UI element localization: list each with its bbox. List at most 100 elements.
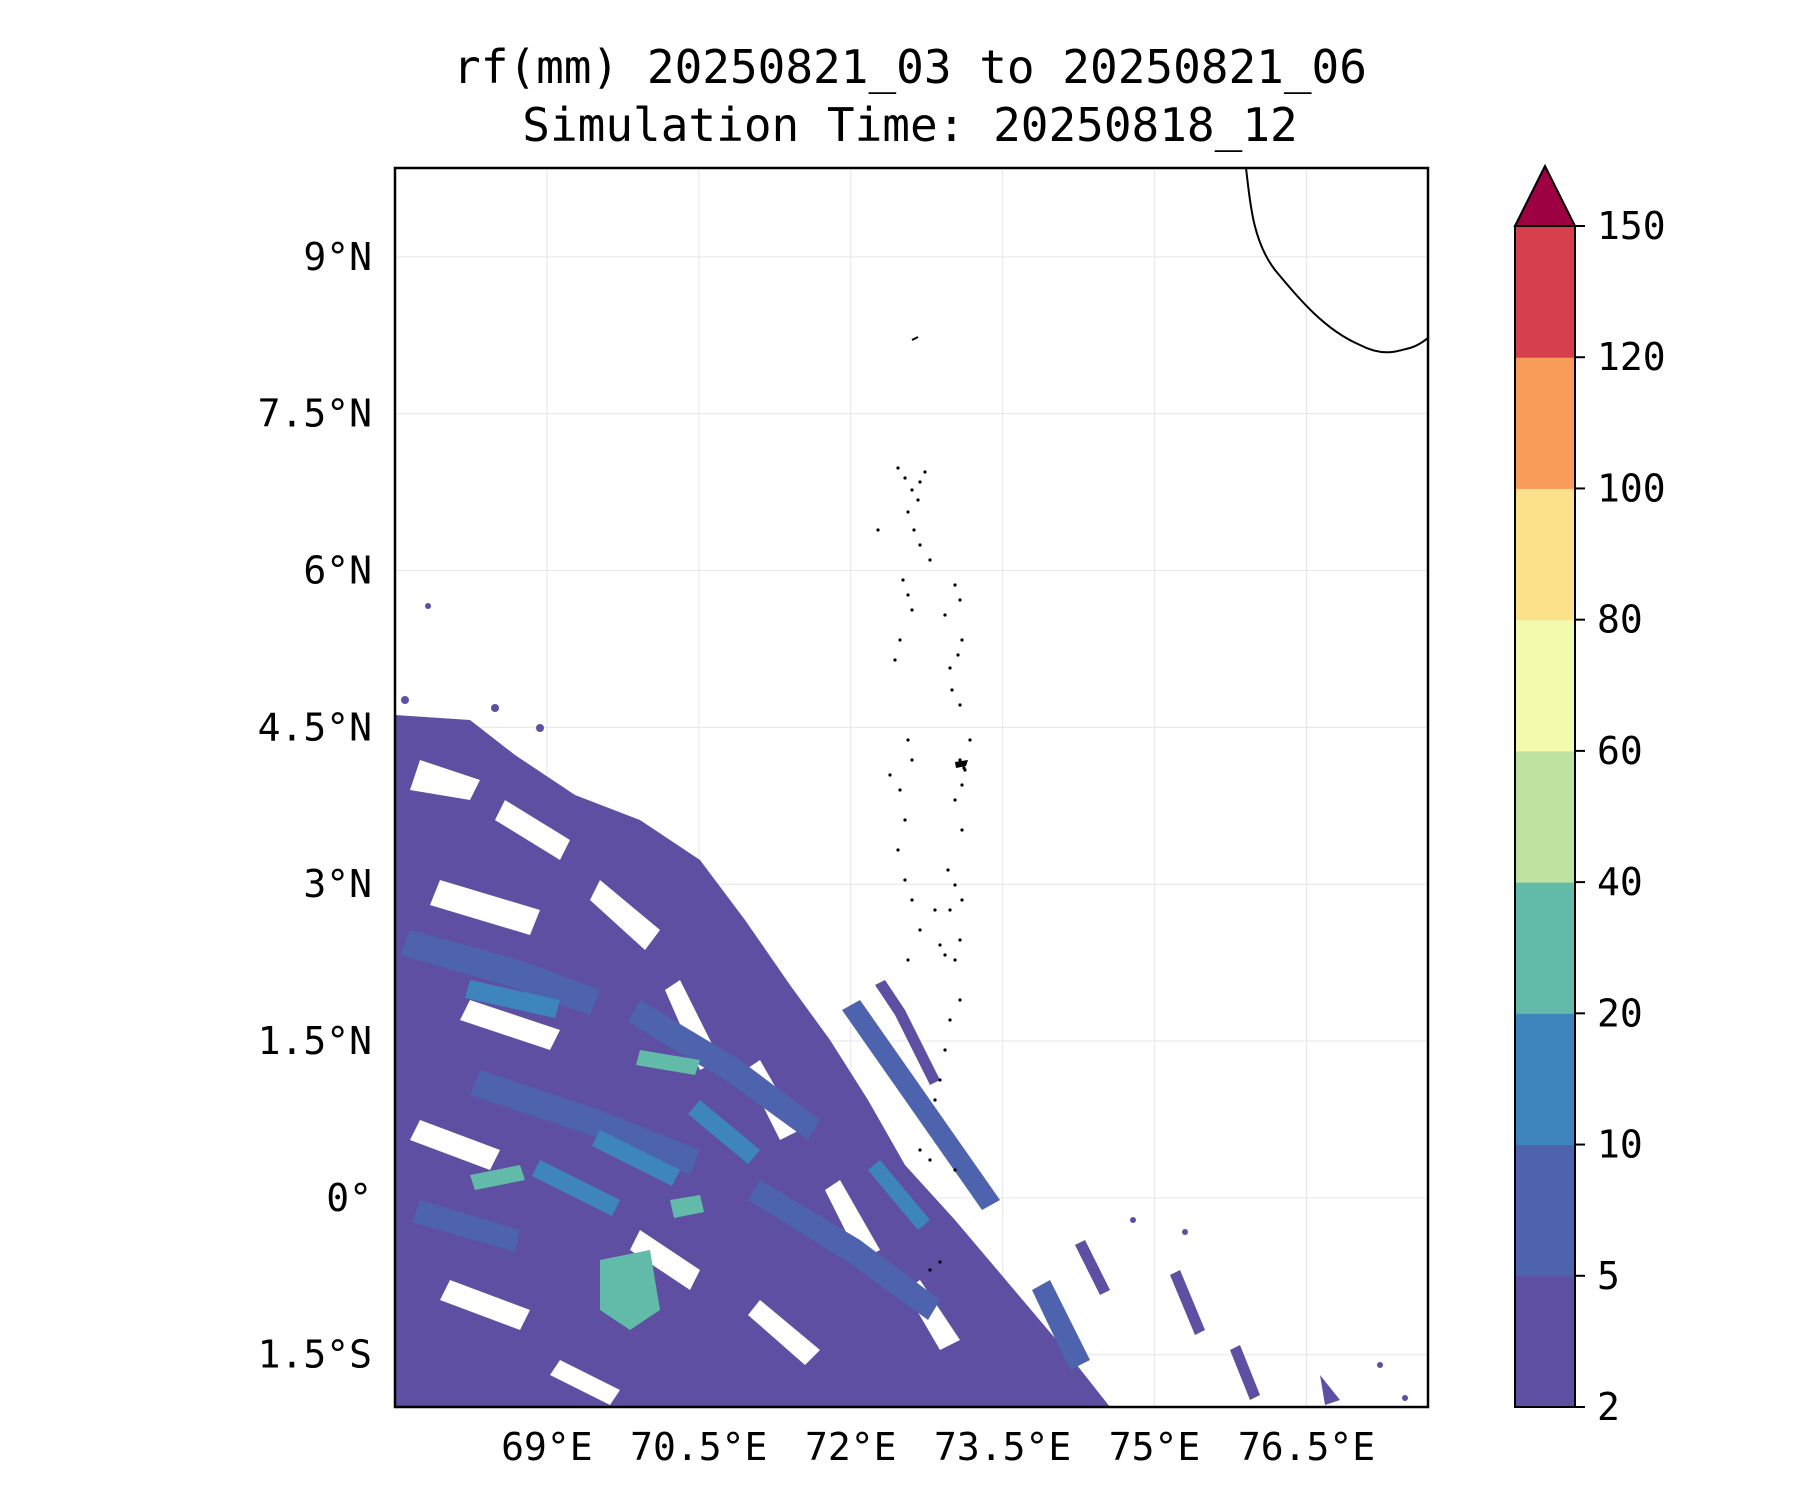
island-shape [955, 760, 968, 768]
island-dot [958, 598, 962, 602]
island-dot [958, 938, 962, 942]
coastline [911, 167, 1429, 354]
island-dot [898, 638, 902, 642]
island-dot [903, 878, 907, 882]
island-dot [888, 773, 892, 777]
colorbar-tick-label: 2 [1597, 1385, 1620, 1429]
colorbar-tick-label: 100 [1597, 466, 1666, 510]
colorbar-segment [1515, 619, 1575, 752]
colorbar-tick-label: 120 [1597, 335, 1666, 379]
island-dot [906, 738, 910, 742]
island-dot [938, 1260, 942, 1264]
island-dot [950, 688, 954, 692]
island-dot [933, 1098, 937, 1102]
colorbar-tick-label: 60 [1597, 729, 1643, 773]
island-dot [903, 476, 907, 480]
island-dot [903, 818, 907, 822]
island-dot [918, 928, 922, 932]
island-dot [906, 958, 910, 962]
island-dot [910, 608, 914, 612]
colorbar-segment [1515, 750, 1575, 883]
island-dot [956, 653, 960, 657]
island-dot [953, 883, 957, 887]
rain-contour-2-5 [395, 715, 1110, 1407]
island-dot [938, 943, 942, 947]
lon-tick-label: 72°E [805, 1425, 897, 1469]
island-dot [946, 868, 950, 872]
island-dot [943, 613, 947, 617]
colorbar-segment [1515, 357, 1575, 489]
island-dot [928, 558, 932, 562]
latitude-ticks: 9°N 7.5°N 6°N 4.5°N 3°N 1.5°N 0° 1.5°S [258, 235, 372, 1377]
lon-tick-label: 76.5°E [1238, 1425, 1375, 1469]
lat-tick-label: 7.5°N [258, 392, 372, 436]
colorbar-segment [1515, 1144, 1575, 1277]
lon-tick-label: 69°E [501, 1425, 593, 1469]
island-dot [928, 1158, 932, 1162]
island-dot [943, 953, 947, 957]
island-dot [953, 1168, 957, 1172]
island-dot [918, 543, 922, 547]
colorbar-segment [1515, 882, 1575, 1014]
lat-tick-label: 4.5°N [258, 705, 372, 749]
island-dot [960, 898, 964, 902]
rainfall-field [395, 603, 1408, 1407]
colorbar: 2 5 10 20 40 60 80 100 120 150 [1513, 163, 1666, 1429]
island-dot [948, 1018, 952, 1022]
island-dot [958, 703, 962, 707]
lat-tick-label: 6°N [303, 549, 372, 593]
lon-tick-label: 70.5°E [630, 1425, 767, 1469]
island-dot [901, 578, 905, 582]
lat-tick-label: 1.5°N [258, 1019, 372, 1063]
island-dot [910, 898, 914, 902]
lat-tick-label: 9°N [303, 235, 372, 279]
lon-tick-label: 73.5°E [934, 1425, 1071, 1469]
lat-tick-label: 0° [326, 1176, 372, 1220]
map-subtitle: Simulation Time: 20250818_12 [522, 98, 1298, 152]
colorbar-tick-label: 150 [1597, 204, 1666, 248]
maldives-islands [876, 466, 972, 1272]
island-dot [958, 758, 962, 762]
island-dot [953, 958, 957, 962]
island-dot [928, 1268, 932, 1272]
island-dot [953, 798, 957, 802]
island-dot [958, 998, 962, 1002]
island-dot [912, 528, 916, 532]
colorbar-tick-label: 20 [1597, 991, 1643, 1035]
island-dot [906, 510, 910, 514]
colorbar-tick-label: 10 [1597, 1123, 1643, 1167]
island-dot [918, 1148, 922, 1152]
colorbar-frame [1514, 225, 1576, 1408]
island-dot [898, 788, 902, 792]
map-frame [393, 166, 1430, 1409]
island-dot [948, 908, 952, 912]
island-dot [876, 528, 880, 532]
lon-tick-label: 75°E [1109, 1425, 1201, 1469]
island-dot [960, 783, 964, 787]
colorbar-tick-label: 40 [1597, 860, 1643, 904]
island-dot [896, 466, 900, 470]
lat-tick-label: 1.5°S [258, 1333, 372, 1377]
colorbar-segment [1515, 1275, 1575, 1408]
island-dot [948, 666, 952, 670]
lat-tick-label: 3°N [303, 862, 372, 906]
island-dot [923, 470, 927, 474]
map-title: rf(mm) 20250821_03 to 20250821_06 [453, 40, 1367, 94]
island-dot [906, 593, 910, 597]
colorbar-segment [1515, 1013, 1575, 1146]
island-dot [938, 1078, 942, 1082]
island-dot [933, 908, 937, 912]
colorbar-extend-arrow [1513, 163, 1577, 227]
island-dot [953, 583, 957, 587]
island-dot [910, 758, 914, 762]
island-dot [916, 498, 920, 502]
colorbar-segment [1515, 226, 1575, 358]
island-dot [963, 768, 967, 772]
longitude-ticks: 69°E 70.5°E 72°E 73.5°E 75°E 76.5°E [501, 1425, 1375, 1469]
island-dot [893, 658, 897, 662]
island-dot [960, 828, 964, 832]
island-dot [910, 488, 914, 492]
island-dot [918, 480, 922, 484]
island-dot [960, 638, 964, 642]
